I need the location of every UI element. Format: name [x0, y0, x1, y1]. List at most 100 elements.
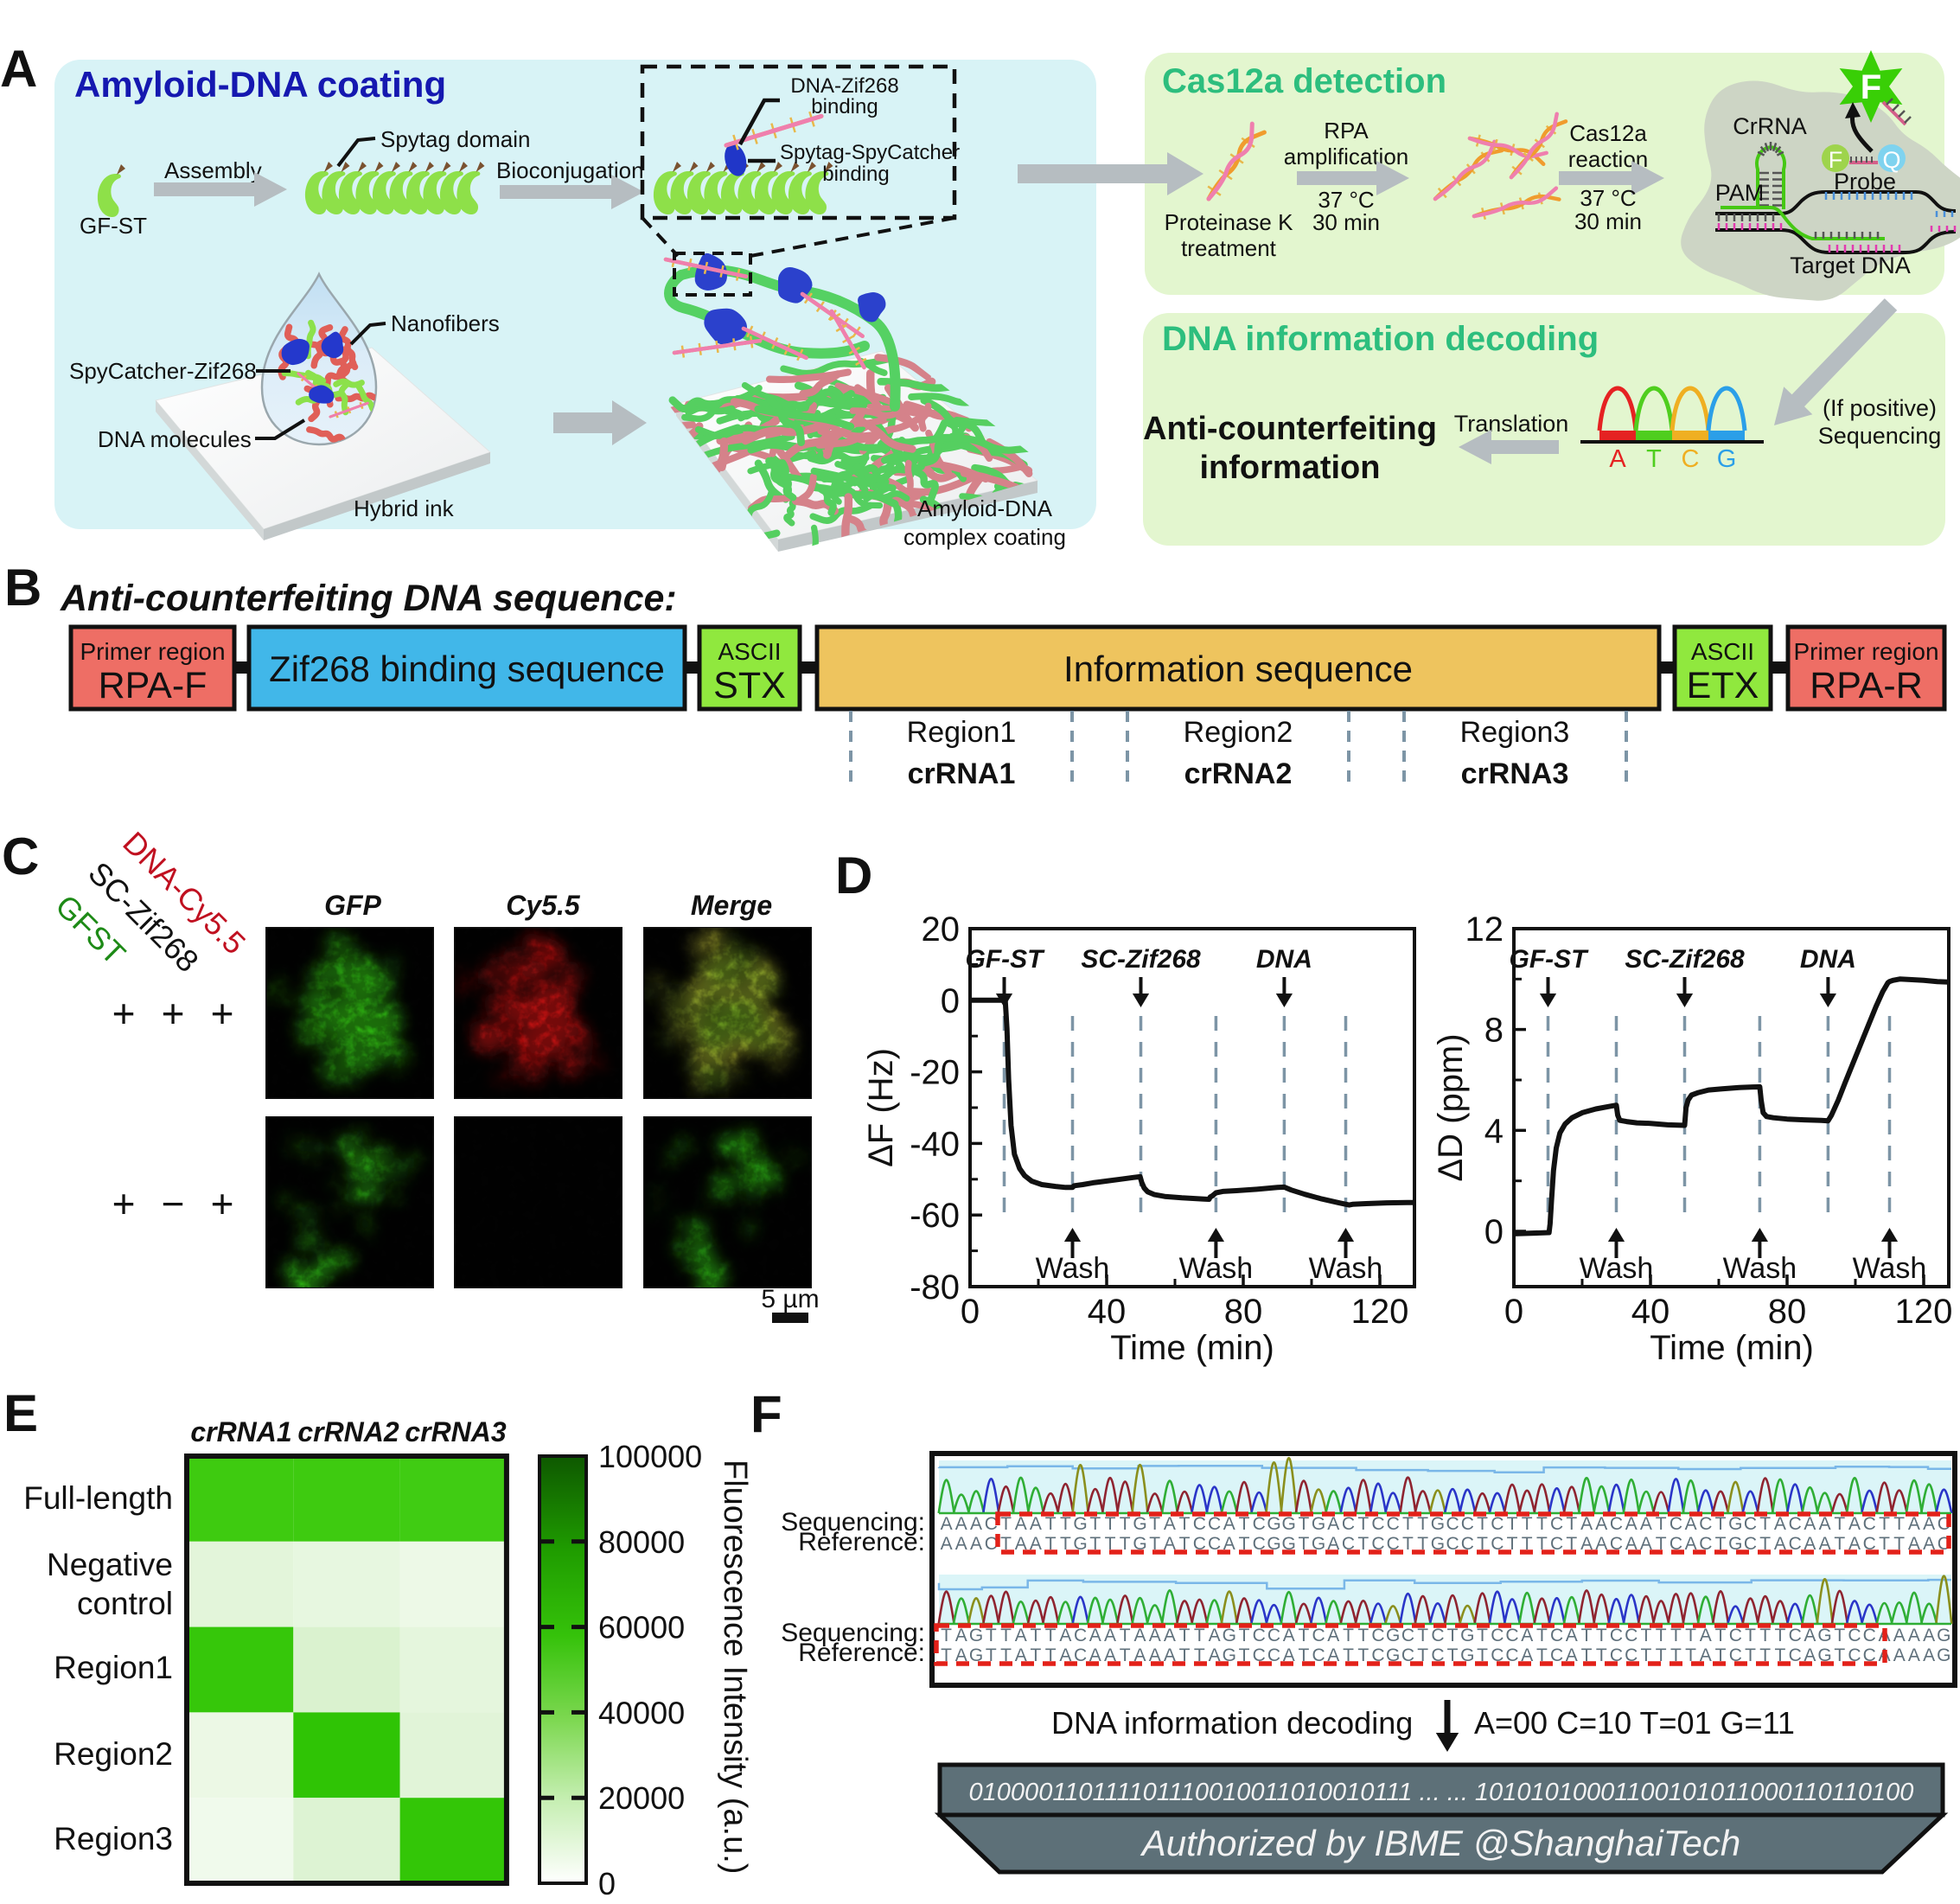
svg-text:A: A [1223, 1534, 1235, 1554]
svg-text:G: G [1223, 1645, 1236, 1665]
svg-text:T: T [1715, 1645, 1727, 1665]
svg-text:A: A [1804, 1645, 1816, 1665]
svg-text:G: G [1728, 1534, 1742, 1554]
svg-text:Zif268 binding sequence: Zif268 binding sequence [269, 649, 665, 689]
svg-text:T: T [1715, 1534, 1727, 1554]
svg-text:Wash: Wash [1036, 1252, 1110, 1285]
svg-text:A: A [1133, 1626, 1146, 1645]
svg-text:G: G [1460, 1626, 1474, 1645]
svg-text:G: G [1817, 1626, 1831, 1645]
svg-text:A: A [1566, 1626, 1578, 1645]
svg-text:A: A [1804, 1534, 1816, 1554]
svg-text:C: C [1729, 1626, 1742, 1645]
svg-text:40: 40 [1631, 1293, 1670, 1331]
svg-text:C: C [1789, 1626, 1802, 1645]
svg-text:C: C [1670, 1534, 1682, 1554]
svg-text:G: G [1073, 1534, 1087, 1554]
svg-text:B: B [4, 559, 41, 617]
svg-text:C: C [1670, 1514, 1682, 1534]
svg-text:Amyloid-DNA: Amyloid-DNA [917, 495, 1053, 521]
svg-text:control: control [77, 1586, 173, 1621]
svg-text:120: 120 [1351, 1293, 1409, 1331]
svg-text:Region3: Region3 [54, 1821, 173, 1856]
svg-text:T: T [1120, 1534, 1131, 1554]
svg-text:DNA: DNA [1256, 945, 1312, 974]
svg-text:G: G [1431, 1534, 1445, 1554]
svg-text:G: G [1312, 1534, 1325, 1554]
svg-text:C: C [1401, 1626, 1414, 1645]
svg-text:A: A [1580, 1534, 1593, 1554]
svg-text:A: A [1030, 1514, 1042, 1534]
svg-text:A: A [1164, 1534, 1176, 1554]
svg-text:A: A [1923, 1626, 1935, 1645]
svg-text:Reference:: Reference: [798, 1528, 925, 1556]
svg-text:T: T [1000, 1534, 1012, 1554]
svg-text:A: A [1209, 1626, 1221, 1645]
svg-text:Region3: Region3 [1460, 716, 1570, 749]
svg-text:C: C [1401, 1645, 1414, 1665]
svg-text:20: 20 [922, 910, 961, 949]
svg-text:Hybrid ink: Hybrid ink [354, 495, 455, 521]
svg-text:A: A [1089, 1645, 1101, 1665]
svg-text:T: T [1774, 1626, 1785, 1645]
svg-text:C: C [1789, 1645, 1802, 1665]
svg-text:Negative: Negative [47, 1547, 173, 1582]
svg-text:A: A [1923, 1534, 1935, 1554]
svg-text:Wash: Wash [1309, 1252, 1383, 1285]
svg-text:C: C [1625, 1626, 1638, 1645]
svg-text:Wash: Wash [1723, 1252, 1797, 1285]
svg-text:A: A [970, 1514, 982, 1534]
svg-text:A: A [1089, 1626, 1101, 1645]
svg-text:A: A [1149, 1645, 1161, 1665]
svg-text:G: G [1460, 1645, 1474, 1665]
svg-text:T: T [1640, 1645, 1651, 1665]
svg-text:Region2: Region2 [54, 1736, 173, 1772]
svg-text:C: C [1387, 1514, 1400, 1534]
svg-text:C: C [1610, 1645, 1623, 1665]
svg-text:T: T [1417, 1534, 1428, 1554]
svg-text:A: A [0, 40, 37, 98]
svg-text:Wash: Wash [1179, 1252, 1254, 1285]
svg-text:C: C [1610, 1514, 1623, 1534]
svg-text:STX: STX [713, 665, 786, 706]
svg-text:crRNA2: crRNA2 [1184, 757, 1293, 790]
svg-text:Anti-counterfeiting DNA sequen: Anti-counterfeiting DNA sequence: [60, 578, 677, 619]
svg-text:A: A [1625, 1514, 1638, 1534]
svg-text:complex coating: complex coating [903, 524, 1066, 550]
svg-text:T: T [1417, 1645, 1428, 1665]
svg-text:C: C [1461, 1514, 1474, 1534]
svg-text:T: T [1120, 1645, 1131, 1665]
svg-text:T: T [1000, 1514, 1012, 1534]
svg-text:0: 0 [1484, 1213, 1504, 1251]
svg-text:T: T [1759, 1534, 1771, 1554]
svg-text:T: T [1759, 1626, 1771, 1645]
svg-text:30 min: 30 min [1574, 208, 1642, 234]
svg-text:A: A [1149, 1626, 1161, 1645]
svg-text:T: T [1522, 1514, 1533, 1534]
svg-text:A: A [1164, 1626, 1176, 1645]
svg-text:T: T [1357, 1645, 1369, 1665]
svg-text:C: C [1253, 1534, 1266, 1554]
svg-text:80000: 80000 [598, 1524, 685, 1560]
svg-text:T: T [1149, 1534, 1160, 1554]
svg-text:GF-ST: GF-ST [966, 945, 1046, 974]
svg-text:C: C [1253, 1626, 1266, 1645]
svg-text:A: A [1700, 1626, 1712, 1645]
svg-text:4: 4 [1484, 1112, 1504, 1150]
svg-text:T: T [1596, 1645, 1607, 1665]
svg-text:C: C [1863, 1534, 1876, 1554]
svg-text:T: T [1507, 1534, 1518, 1554]
svg-text:-40: -40 [910, 1125, 960, 1163]
svg-text:C: C [1193, 1514, 1206, 1534]
svg-text:C: C [1550, 1626, 1563, 1645]
svg-text:C: C [1431, 1626, 1444, 1645]
svg-text:Assembly: Assembly [164, 157, 262, 183]
svg-text:T: T [1536, 1645, 1548, 1665]
svg-text:crRNA2: crRNA2 [297, 1416, 399, 1447]
svg-text:5 µm: 5 µm [761, 1285, 819, 1313]
svg-text:T: T [1179, 1626, 1191, 1645]
svg-text:A: A [1595, 1514, 1607, 1534]
svg-text:40: 40 [1088, 1293, 1127, 1331]
svg-text:A: A [1030, 1534, 1042, 1554]
svg-text:C: C [1074, 1645, 1087, 1665]
